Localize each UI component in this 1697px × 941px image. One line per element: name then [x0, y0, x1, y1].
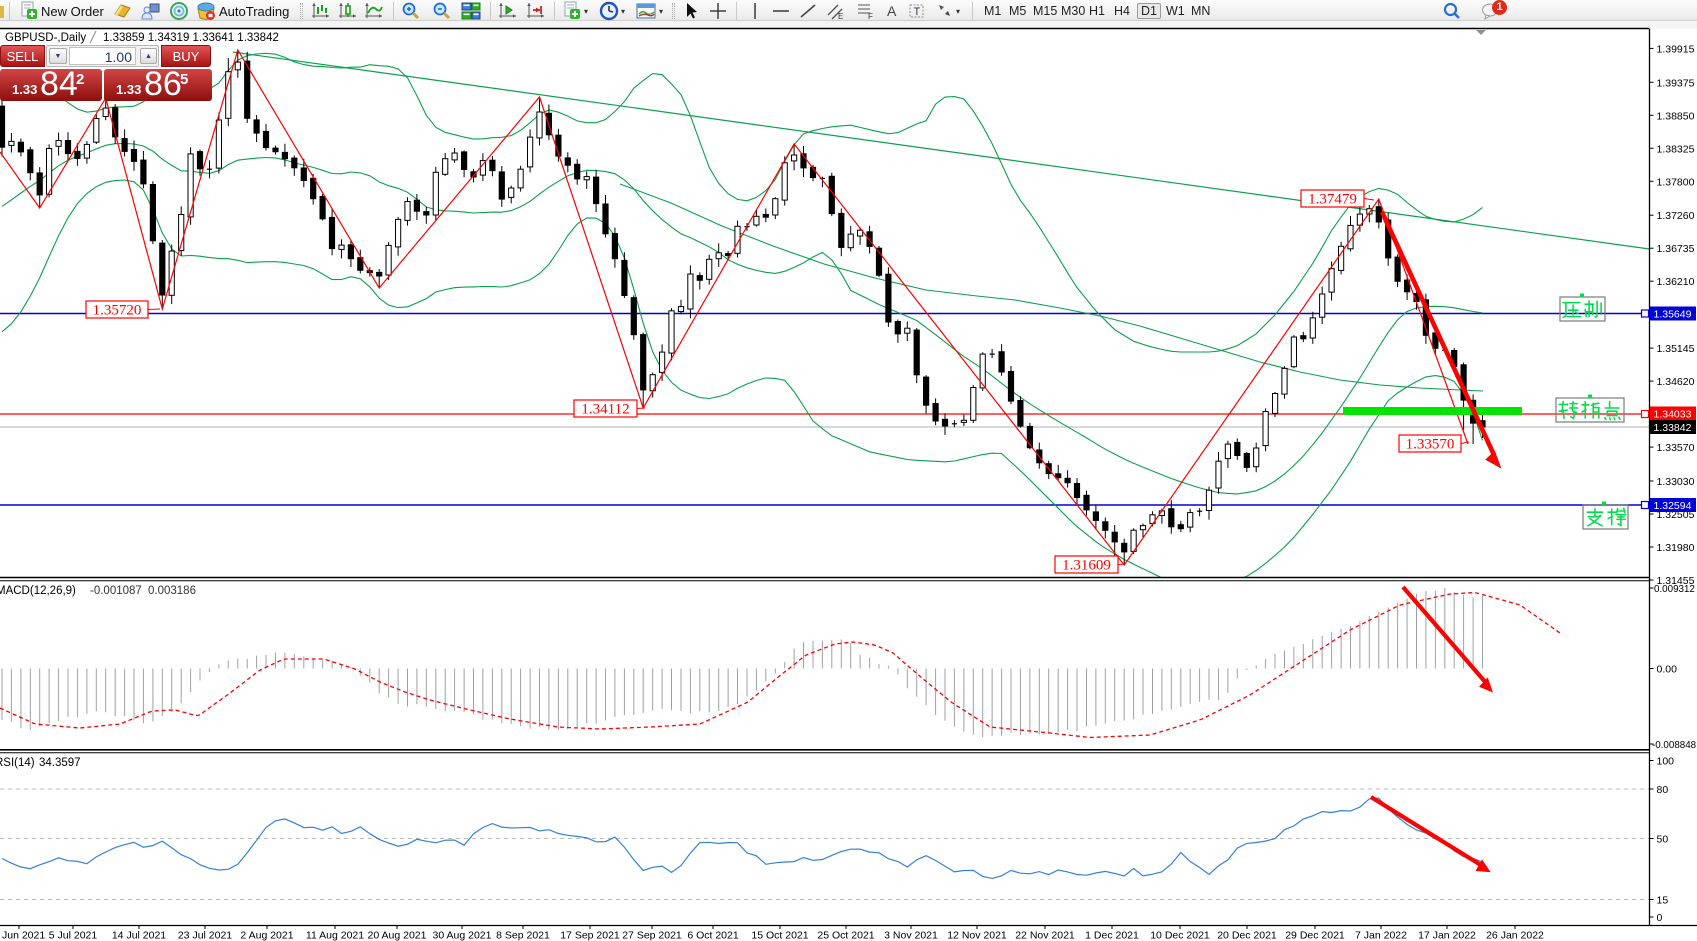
svg-text:RSI(14): RSI(14) [0, 757, 35, 769]
svg-text:14 Jul 2021: 14 Jul 2021 [112, 930, 166, 941]
svg-text:15: 15 [1657, 895, 1669, 907]
svg-text:10 Dec 2021: 10 Dec 2021 [1150, 930, 1210, 941]
svg-text:MACD(12,26,9): MACD(12,26,9) [0, 585, 76, 597]
svg-text:1.33842: 1.33842 [1654, 422, 1692, 434]
svg-text:12 Nov 2021: 12 Nov 2021 [947, 930, 1007, 941]
svg-text:1.35145: 1.35145 [1657, 343, 1695, 355]
svg-text:20 Aug 2021: 20 Aug 2021 [368, 930, 427, 941]
svg-text:25 Oct 2021: 25 Oct 2021 [817, 930, 874, 941]
svg-text:6 Oct 2021: 6 Oct 2021 [687, 930, 739, 941]
svg-text:11 Aug 2021: 11 Aug 2021 [306, 930, 364, 941]
svg-text:26 Jan 2022: 26 Jan 2022 [1486, 930, 1544, 941]
svg-text:1.37260: 1.37260 [1657, 210, 1695, 222]
svg-text:T: T [914, 6, 921, 18]
svg-text:1.31609: 1.31609 [1062, 558, 1111, 574]
svg-text:Jun 2021: Jun 2021 [2, 930, 45, 941]
svg-text:1.39375: 1.39375 [1657, 77, 1695, 89]
svg-text:A: A [887, 3, 897, 19]
svg-text:3 Nov 2021: 3 Nov 2021 [884, 930, 938, 941]
svg-text:1.36735: 1.36735 [1657, 243, 1695, 255]
svg-text:100: 100 [1657, 756, 1675, 768]
svg-text:1.36210: 1.36210 [1657, 276, 1695, 288]
svg-text:F: F [868, 12, 873, 21]
svg-text:1.35720: 1.35720 [93, 303, 142, 319]
svg-text:1.33030: 1.33030 [1657, 476, 1695, 488]
svg-text:1.34112: 1.34112 [581, 402, 629, 418]
svg-text:2 Aug 2021: 2 Aug 2021 [240, 930, 293, 941]
svg-text:1.33859 1.34319 1.33641 1.3384: 1.33859 1.34319 1.33641 1.33842 [103, 32, 279, 44]
svg-text:1.32594: 1.32594 [1654, 500, 1692, 512]
svg-text:1 Dec 2021: 1 Dec 2021 [1085, 930, 1139, 941]
svg-text:15 Oct 2021: 15 Oct 2021 [751, 930, 808, 941]
svg-text:30 Aug 2021: 30 Aug 2021 [433, 930, 492, 941]
svg-text:1.35649: 1.35649 [1654, 309, 1692, 321]
svg-text:0.00: 0.00 [1657, 664, 1678, 676]
svg-text:1.37479: 1.37479 [1308, 192, 1357, 208]
svg-text:-0.001087: -0.001087 [90, 585, 142, 597]
svg-text:1.38325: 1.38325 [1657, 143, 1695, 155]
svg-text:0: 0 [1657, 912, 1663, 924]
svg-text:1.31455: 1.31455 [1657, 575, 1695, 587]
svg-text:80: 80 [1657, 784, 1669, 796]
svg-text:-0.008848: -0.008848 [1652, 740, 1697, 751]
svg-text:5 Jul 2021: 5 Jul 2021 [49, 930, 98, 941]
svg-text:23 Jul 2021: 23 Jul 2021 [178, 930, 232, 941]
svg-text:1.33570: 1.33570 [1657, 442, 1695, 454]
svg-text:1.39915: 1.39915 [1657, 43, 1695, 55]
svg-text:E: E [838, 12, 843, 21]
svg-text:GBPUSD-,Daily: GBPUSD-,Daily [5, 32, 86, 44]
svg-text:17 Jan 2022: 17 Jan 2022 [1418, 930, 1476, 941]
svg-text:1.31980: 1.31980 [1657, 542, 1695, 554]
svg-text:29 Dec 2021: 29 Dec 2021 [1285, 930, 1345, 941]
svg-text:27 Sep 2021: 27 Sep 2021 [622, 930, 682, 941]
svg-text:8 Sep 2021: 8 Sep 2021 [496, 930, 550, 941]
svg-text:1.33570: 1.33570 [1406, 437, 1455, 453]
svg-text:0.003186: 0.003186 [148, 585, 196, 597]
svg-text:34.3597: 34.3597 [39, 757, 81, 769]
svg-text:1.38850: 1.38850 [1657, 110, 1695, 122]
svg-text:7 Jan 2022: 7 Jan 2022 [1355, 930, 1407, 941]
svg-text:22 Nov 2021: 22 Nov 2021 [1015, 930, 1075, 941]
svg-text:1.37800: 1.37800 [1657, 176, 1695, 188]
svg-text:1.34620: 1.34620 [1657, 376, 1695, 388]
svg-text:17 Sep 2021: 17 Sep 2021 [560, 930, 620, 941]
svg-text:1.34033: 1.34033 [1654, 409, 1692, 421]
svg-text:20 Dec 2021: 20 Dec 2021 [1217, 930, 1277, 941]
svg-text:0.009312: 0.009312 [1654, 584, 1695, 595]
svg-text:50: 50 [1657, 834, 1669, 846]
